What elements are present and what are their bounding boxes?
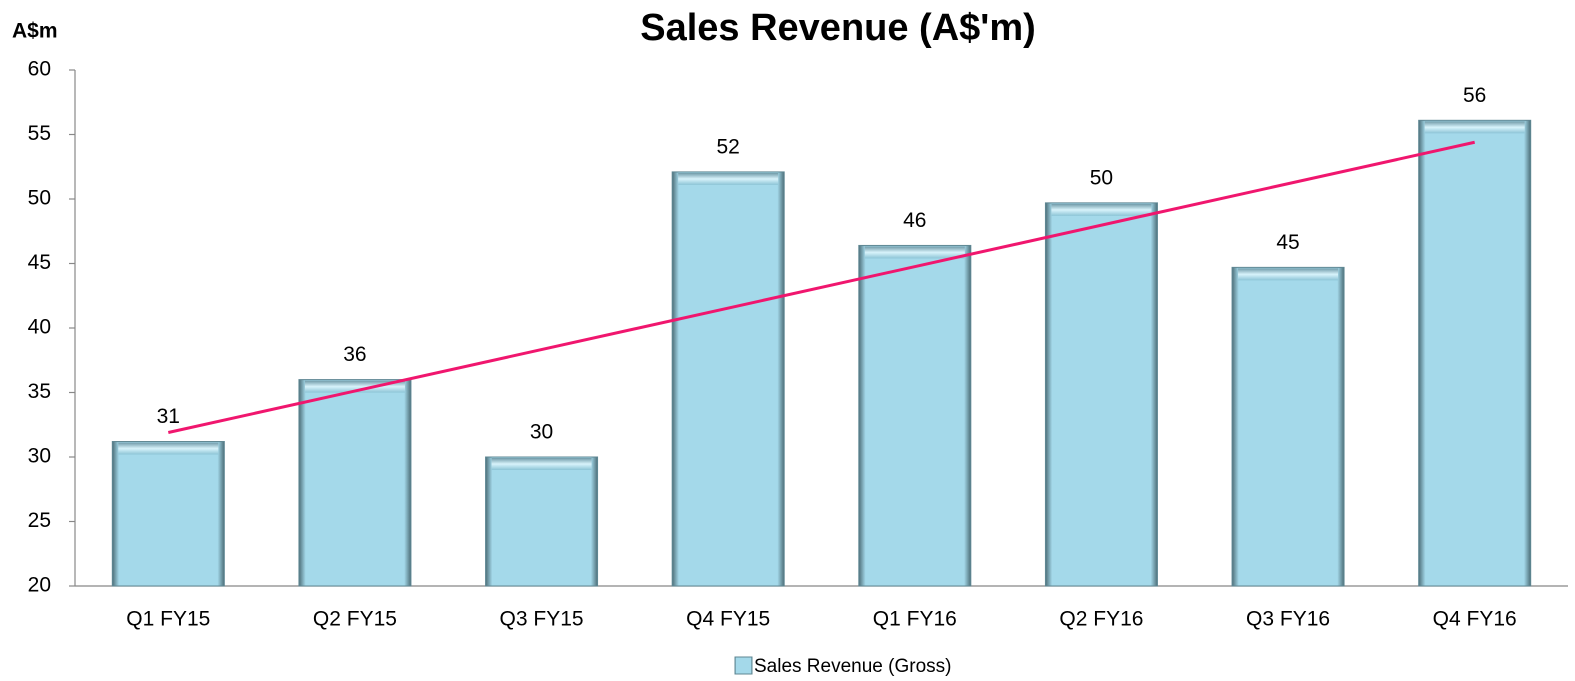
y-tick-label: 25 <box>28 509 51 532</box>
y-tick-label: 35 <box>28 380 51 403</box>
y-tick-label: 45 <box>28 251 51 274</box>
x-tick-label: Q2 FY15 <box>313 608 397 631</box>
bar-highlight <box>118 442 219 455</box>
bar-highlight <box>678 172 779 185</box>
bar-highlight <box>1238 268 1339 281</box>
legend-swatch <box>734 656 753 675</box>
x-tick-label: Q4 FY15 <box>686 608 770 631</box>
bar <box>858 244 972 587</box>
bar-highlight <box>1424 121 1525 134</box>
y-tick-label: 40 <box>28 316 51 339</box>
x-tick-label: Q4 FY16 <box>1433 608 1517 631</box>
y-tick-label: 30 <box>28 445 51 468</box>
y-tick-label: 50 <box>28 187 51 210</box>
x-tick-label: Q3 FY15 <box>500 608 584 631</box>
bar <box>298 379 412 587</box>
x-tick-label: Q1 FY15 <box>126 608 210 631</box>
legend-label: Sales Revenue (Gross) <box>754 656 951 677</box>
y-axis-label: A$m <box>12 20 58 43</box>
bar-highlight <box>1051 203 1152 216</box>
y-tick-label: 20 <box>28 574 51 597</box>
y-tick-label: 55 <box>28 122 51 145</box>
data-label: 31 <box>157 405 180 428</box>
x-tick-label: Q3 FY16 <box>1246 608 1330 631</box>
chart-title: Sales Revenue (A$'m) <box>640 7 1036 49</box>
bar <box>671 171 785 587</box>
y-tick-label: 60 <box>28 58 51 81</box>
bar <box>1418 119 1532 587</box>
data-label: 46 <box>903 209 926 232</box>
bar-highlight <box>304 380 405 393</box>
data-label: 36 <box>343 343 366 366</box>
bar-highlight <box>491 458 592 470</box>
x-tick-label: Q1 FY16 <box>873 608 957 631</box>
data-label: 50 <box>1090 166 1113 189</box>
data-label: 56 <box>1463 84 1486 107</box>
x-tick-label: Q2 FY16 <box>1059 608 1143 631</box>
bar <box>111 441 225 587</box>
trendline <box>167 140 1476 434</box>
data-label: 45 <box>1276 231 1299 254</box>
bar <box>1044 202 1158 587</box>
bar-highlight <box>864 246 965 259</box>
bar <box>1231 266 1345 587</box>
data-label: 52 <box>717 135 740 158</box>
data-label: 30 <box>530 421 553 444</box>
bar <box>485 456 599 587</box>
